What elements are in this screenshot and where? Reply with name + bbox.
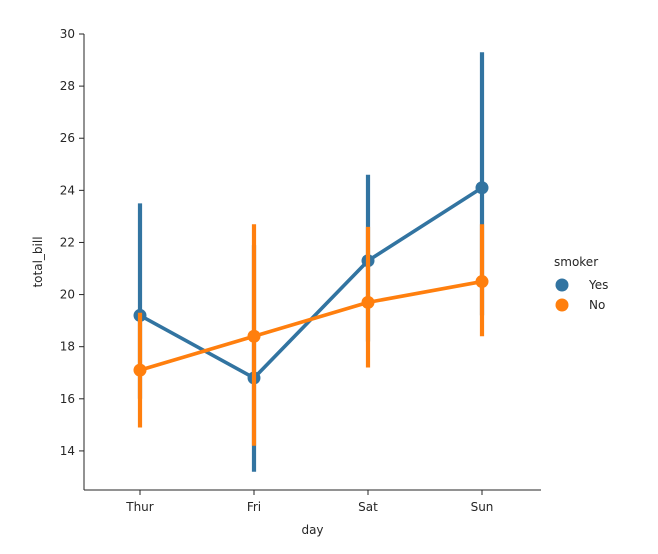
y-axis-label: total_bill: [31, 236, 45, 287]
point-yes-sun: [475, 181, 489, 195]
y-tick-label: 24: [60, 183, 75, 197]
legend-marker-no: [555, 298, 569, 312]
y-tick-label: 16: [60, 392, 75, 406]
x-tick-label: Thur: [125, 500, 154, 514]
x-axis-label: day: [301, 523, 323, 537]
y-tick-label: 20: [60, 288, 75, 302]
x-tick-label: Fri: [247, 500, 261, 514]
y-tick-label: 26: [60, 131, 75, 145]
legend-label-yes: Yes: [588, 278, 608, 292]
y-tick-label: 18: [60, 340, 75, 354]
point-no-sat: [361, 295, 375, 309]
series-yes: [133, 52, 489, 472]
series-line-yes: [138, 185, 484, 380]
y-tick-label: 14: [60, 444, 75, 458]
series-no: [133, 224, 489, 446]
y-tick-label: 28: [60, 79, 75, 93]
series-line-no: [138, 279, 484, 372]
legend-title: smoker: [554, 255, 598, 269]
legend-label-no: No: [589, 298, 605, 312]
point-no-fri: [247, 329, 261, 343]
series-layer: [133, 52, 489, 472]
legend-marker-yes: [555, 278, 569, 292]
x-tick-label: Sun: [471, 500, 494, 514]
point-no-thur: [133, 363, 147, 377]
y-tick-label: 30: [60, 27, 75, 41]
x-tick-label: Sat: [358, 500, 378, 514]
axes-layer: 14 16 18 20 22 24 26 28 30 Thur Fri Sat Sun: [60, 27, 541, 514]
legend: smoker Yes No: [554, 255, 608, 312]
y-tick-label: 22: [60, 235, 75, 249]
point-no-sun: [475, 275, 489, 289]
